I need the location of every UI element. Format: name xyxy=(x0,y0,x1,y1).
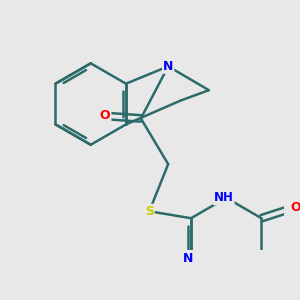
Text: S: S xyxy=(145,205,154,218)
Text: NH: NH xyxy=(214,191,234,204)
Text: N: N xyxy=(163,60,173,73)
Text: O: O xyxy=(100,110,110,122)
Text: N: N xyxy=(183,252,194,266)
Text: O: O xyxy=(290,201,300,214)
